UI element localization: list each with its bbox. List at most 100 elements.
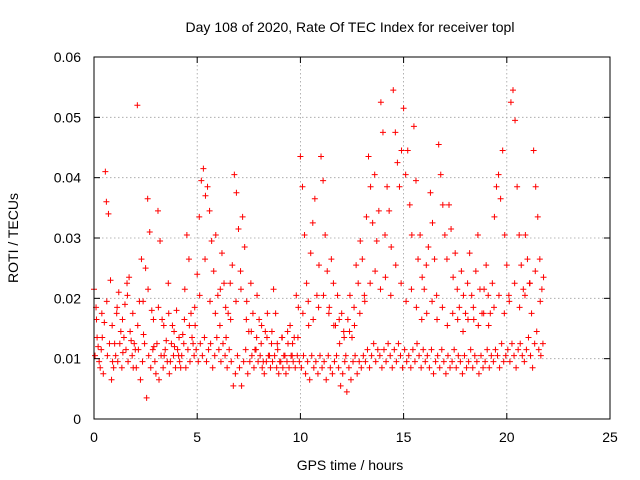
data-point bbox=[474, 231, 481, 238]
data-point bbox=[460, 292, 467, 299]
data-point bbox=[105, 210, 112, 217]
data-point bbox=[310, 316, 317, 323]
data-point bbox=[269, 358, 276, 365]
data-point bbox=[107, 277, 114, 284]
data-point bbox=[540, 274, 547, 281]
data-point bbox=[256, 316, 263, 323]
data-point bbox=[501, 231, 508, 238]
data-point bbox=[515, 346, 522, 353]
data-point bbox=[208, 238, 215, 245]
data-point bbox=[442, 370, 449, 377]
data-point bbox=[146, 228, 153, 235]
data-point bbox=[155, 304, 162, 311]
data-point bbox=[307, 250, 314, 257]
data-point bbox=[451, 346, 458, 353]
data-point bbox=[500, 358, 507, 365]
y-tick-label: 0.02 bbox=[54, 290, 81, 306]
data-point bbox=[97, 364, 104, 371]
data-point bbox=[109, 358, 116, 365]
data-point bbox=[212, 231, 219, 238]
data-point bbox=[349, 334, 355, 341]
data-point bbox=[506, 358, 513, 365]
data-point bbox=[361, 292, 368, 299]
data-point bbox=[211, 352, 218, 359]
data-point bbox=[484, 346, 491, 353]
data-point bbox=[290, 358, 297, 365]
data-point bbox=[279, 334, 286, 341]
data-point bbox=[305, 322, 312, 329]
data-point bbox=[147, 364, 154, 371]
data-point bbox=[410, 123, 417, 130]
data-point bbox=[134, 322, 141, 329]
data-point bbox=[536, 256, 543, 263]
data-point bbox=[127, 328, 134, 335]
data-point bbox=[249, 310, 256, 317]
data-point bbox=[200, 165, 207, 172]
data-point bbox=[415, 256, 422, 263]
data-point bbox=[530, 147, 537, 154]
data-point bbox=[330, 322, 337, 329]
data-point bbox=[204, 183, 211, 190]
data-point bbox=[118, 364, 125, 371]
data-point bbox=[253, 334, 260, 341]
data-point bbox=[343, 388, 350, 395]
data-point bbox=[350, 358, 357, 365]
data-point bbox=[376, 352, 383, 359]
data-point bbox=[174, 346, 181, 353]
data-point bbox=[171, 328, 178, 335]
data-point bbox=[497, 195, 504, 202]
data-point bbox=[210, 268, 217, 275]
data-point bbox=[188, 310, 195, 317]
data-point bbox=[478, 352, 484, 359]
data-point bbox=[312, 358, 319, 365]
data-point bbox=[423, 310, 430, 317]
data-point bbox=[521, 358, 528, 365]
data-point bbox=[190, 340, 197, 347]
data-point bbox=[222, 304, 229, 311]
data-point bbox=[140, 298, 147, 305]
data-point bbox=[377, 286, 384, 293]
data-point bbox=[517, 340, 524, 347]
data-point bbox=[328, 256, 335, 263]
data-point bbox=[283, 358, 290, 365]
data-point bbox=[454, 316, 461, 323]
data-point bbox=[468, 292, 475, 299]
data-point bbox=[116, 340, 123, 347]
data-point bbox=[514, 183, 521, 190]
data-point bbox=[177, 364, 184, 371]
data-point bbox=[140, 331, 147, 338]
data-point bbox=[504, 346, 511, 353]
data-point bbox=[102, 168, 109, 175]
data-point bbox=[346, 328, 353, 335]
data-point bbox=[472, 268, 479, 275]
data-point bbox=[227, 280, 234, 287]
data-point bbox=[113, 310, 120, 317]
data-point bbox=[482, 358, 489, 365]
data-point bbox=[115, 289, 122, 296]
data-point bbox=[246, 358, 253, 365]
data-point bbox=[421, 286, 428, 293]
data-point bbox=[241, 244, 248, 251]
data-point bbox=[330, 280, 337, 287]
data-point bbox=[423, 262, 430, 269]
data-point bbox=[320, 292, 327, 299]
data-point bbox=[321, 358, 328, 365]
data-point bbox=[196, 213, 203, 220]
data-point bbox=[289, 340, 296, 347]
data-point bbox=[94, 334, 101, 341]
data-point bbox=[480, 364, 487, 371]
data-point bbox=[522, 231, 529, 238]
data-point bbox=[258, 340, 265, 347]
data-point bbox=[464, 280, 471, 287]
data-point bbox=[502, 352, 509, 359]
data-point bbox=[138, 256, 145, 263]
data-point bbox=[447, 364, 454, 371]
data-point bbox=[358, 364, 365, 371]
data-point bbox=[292, 364, 299, 371]
data-point bbox=[247, 280, 254, 287]
data-point bbox=[114, 358, 121, 365]
data-point bbox=[526, 280, 533, 287]
data-point bbox=[341, 358, 348, 365]
data-point bbox=[126, 274, 133, 281]
data-point bbox=[508, 340, 515, 347]
